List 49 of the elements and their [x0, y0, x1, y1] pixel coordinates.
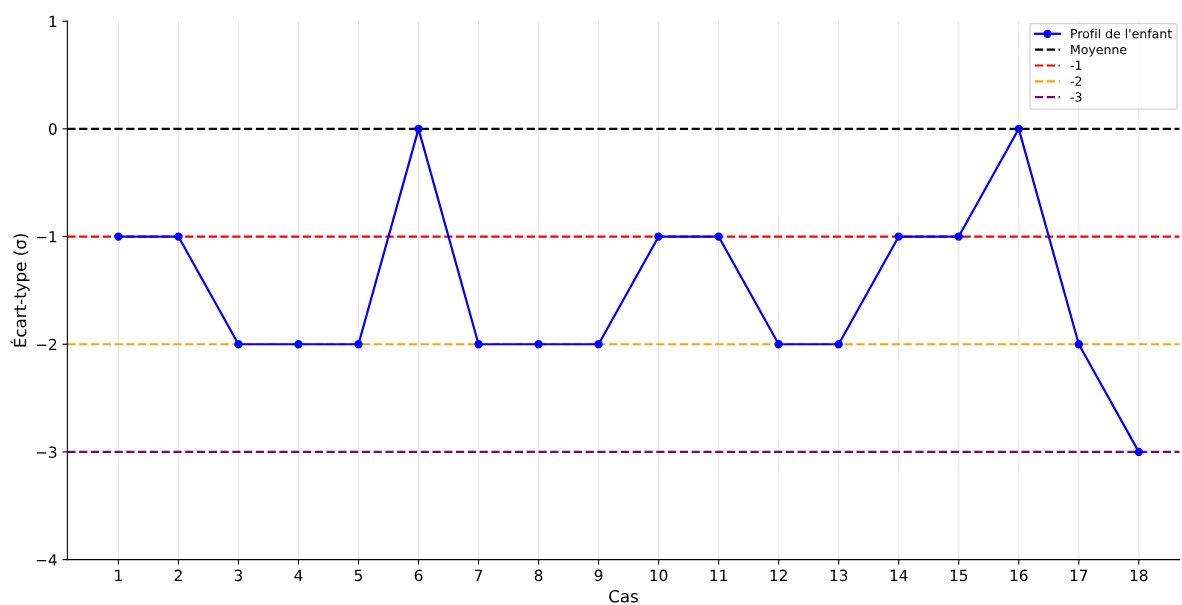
x-tick-label: 14 [890, 569, 908, 581]
y-tick-label: −4 [36, 554, 57, 566]
x-tick-label: 15 [950, 569, 968, 582]
x-tick-label: 9 [594, 569, 603, 582]
x-tick-label: 2 [174, 569, 182, 581]
point [654, 232, 663, 241]
point [354, 340, 363, 349]
x-tick-label: 11 [710, 569, 727, 581]
point [594, 340, 603, 349]
point [414, 124, 423, 134]
y-axis-title: Écart-type (σ) [10, 234, 30, 347]
x-tick-label: 12 [770, 569, 787, 581]
point [1014, 124, 1023, 134]
point [474, 340, 483, 349]
x-tick-label: 1 [115, 569, 122, 581]
legend-label: -1 [1070, 60, 1082, 70]
point [234, 340, 243, 349]
y-tick-label: −3 [36, 446, 57, 458]
x-tick-label: 8 [534, 569, 543, 582]
point [954, 232, 963, 241]
x-tick-label: 7 [474, 569, 483, 581]
point [1074, 340, 1083, 349]
point [534, 340, 543, 349]
point [174, 232, 183, 241]
legend-label: -3 [1070, 92, 1082, 102]
x-tick-label: 4 [294, 569, 303, 581]
point [1134, 447, 1143, 457]
point [894, 232, 903, 241]
point [114, 232, 123, 241]
x-tick-label: 17 [1070, 569, 1088, 581]
y-tick-label: 0 [48, 123, 57, 135]
point [834, 340, 843, 349]
point [714, 232, 723, 241]
y-tick-label: −1 [36, 231, 57, 243]
point [774, 340, 783, 349]
x-tick-label: 3 [234, 569, 243, 582]
x-axis-title: Cas [609, 589, 638, 603]
legend-label: Moyenne [1071, 44, 1127, 57]
legend-label: -2 [1070, 76, 1082, 86]
point [294, 340, 303, 349]
legend-label: Profil de l'enfant [1071, 28, 1172, 39]
x-tick-label: 16 [1010, 569, 1028, 582]
x-tick-label: 5 [354, 569, 363, 582]
x-tick-label: 6 [414, 569, 423, 582]
y-tick-label: −2 [36, 338, 57, 351]
x-tick-label: 18 [1130, 569, 1148, 582]
x-tick-label: 10 [650, 569, 668, 582]
y-tick-label: 1 [49, 15, 57, 27]
x-tick-label: 13 [830, 569, 848, 582]
